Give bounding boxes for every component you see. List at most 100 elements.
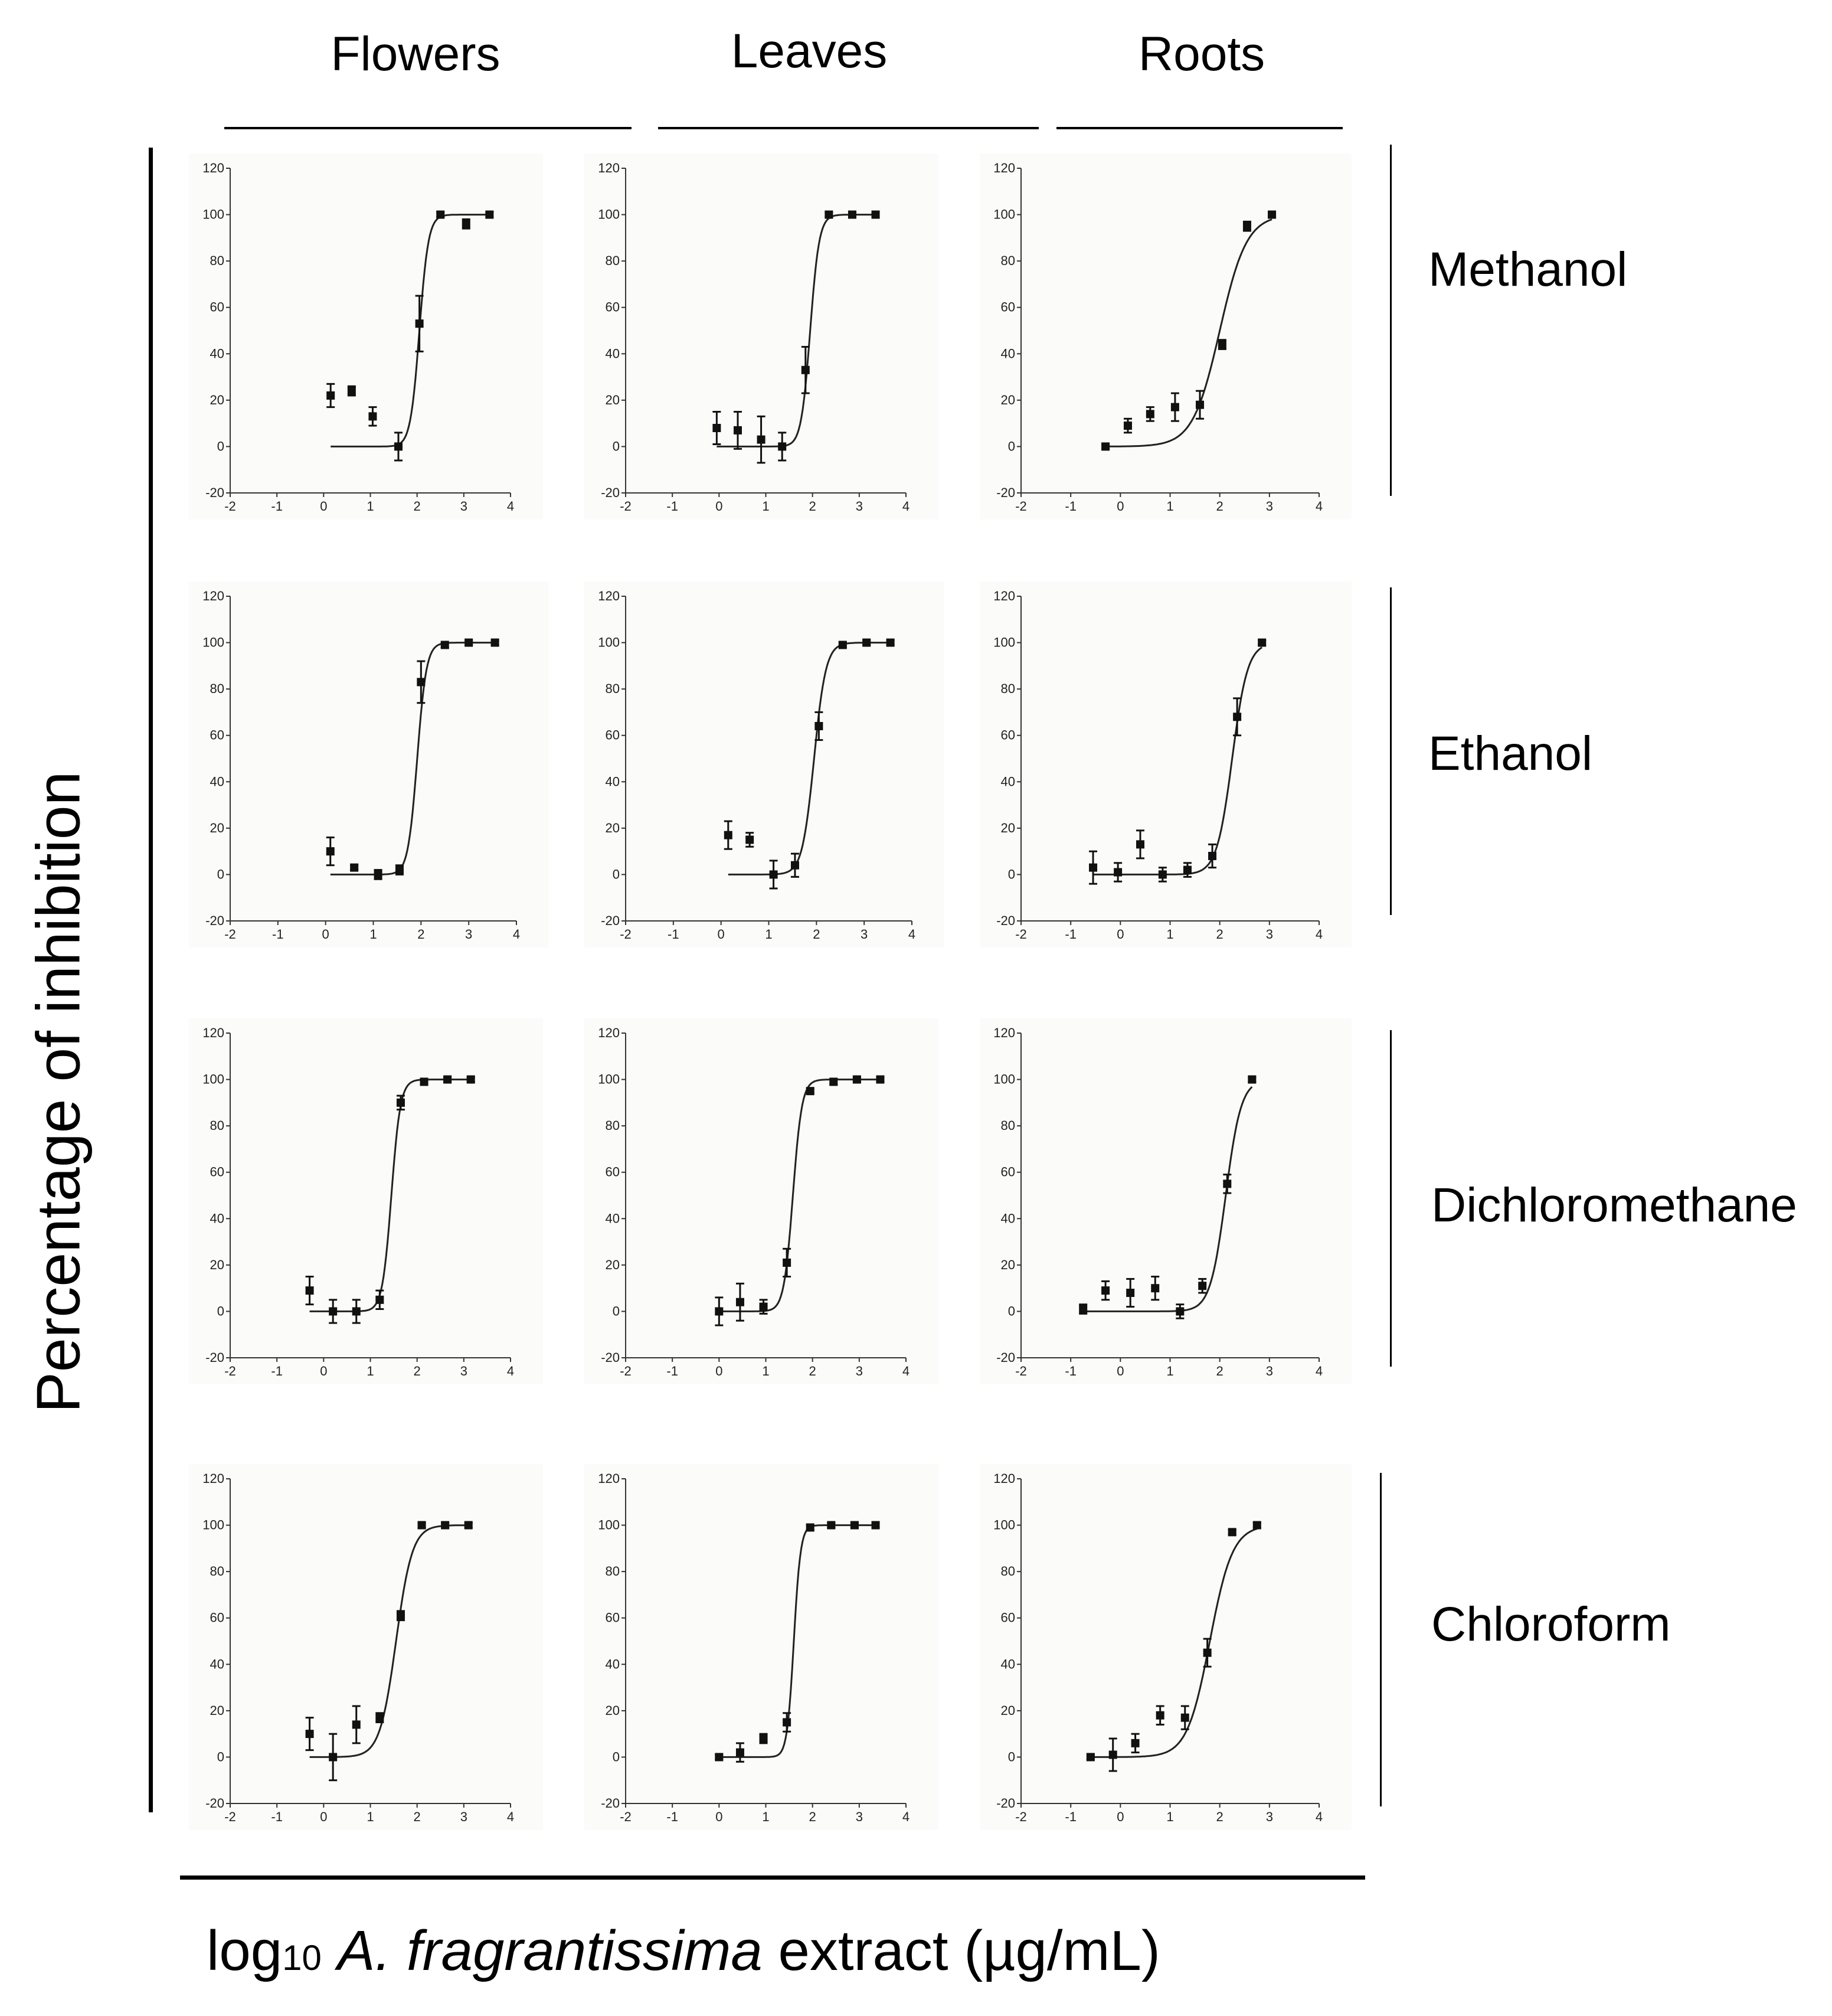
data-point [1258,638,1267,647]
fit-curve [309,1079,471,1312]
chart-panel-leaves-methanol: -20 0 20 40 60 80 100 120 -2 -1 0 1 2 3 4 [584,153,938,519]
x-tick-label: -1 [1065,1364,1077,1378]
x-tick-label: 4 [1316,499,1323,514]
y-tick-label: 100 [202,1072,224,1087]
data-point [1208,852,1217,860]
y-tick-label: 80 [606,1564,620,1579]
row-rule-methanol [1390,145,1392,496]
chart-panel-leaves-ethanol: -20 0 20 40 60 80 100 120 -2 -1 0 1 2 3 4 [584,581,944,947]
y-tick-label: 0 [217,439,224,453]
data-point [783,1718,791,1727]
x-tick-label: -2 [620,1364,632,1378]
x-tick-label: 4 [902,499,910,514]
data-point [806,1087,814,1096]
chart-panel-leaves-chloroform: -20 0 20 40 60 80 100 120 -2 -1 0 1 2 3 4 [584,1464,938,1830]
y-tick-label: 100 [993,1518,1015,1533]
data-point [1108,1750,1117,1759]
x-tick-label: -1 [1065,1809,1077,1824]
data-point [838,641,847,649]
data-point [757,435,765,444]
y-tick-label: 40 [606,346,620,361]
y-tick-label: 100 [993,1072,1015,1087]
y-tick-label: 40 [210,1656,224,1671]
data-point [1136,840,1144,849]
y-tick-label: 120 [598,1471,620,1486]
x-tick-label: 0 [715,1364,722,1378]
x-tick-label: 4 [1316,927,1323,942]
x-tick-label: -2 [224,499,236,514]
y-tick-label: 60 [1001,300,1015,315]
y-tick-label: 80 [606,1118,620,1133]
x-tick-label: -2 [1015,1809,1027,1824]
data-point [395,865,404,874]
x-tick-label: 4 [908,927,915,942]
y-tick-label: 80 [210,253,224,268]
x-tick-label: 3 [861,927,868,942]
data-point [876,1075,885,1084]
y-tick-label: 100 [202,635,224,650]
y-tick-label: 80 [1001,253,1015,268]
data-point [350,863,359,872]
y-tick-label: 100 [202,1518,224,1533]
y-tick-label: -20 [205,485,224,500]
y-axis-frame-line [149,148,153,1812]
data-point [305,1286,314,1295]
x-tick-label: 4 [1316,1364,1323,1378]
y-tick-label: 120 [598,1025,620,1040]
x-tick-label: 1 [367,499,374,514]
fit-curve [331,214,490,447]
x-tick-label: 2 [1216,927,1223,942]
data-point [806,1523,814,1532]
y-tick-label: 60 [210,728,224,743]
y-tick-label: 0 [613,1749,620,1764]
data-point [490,638,499,647]
data-point [715,1307,724,1316]
y-tick-label: -20 [996,485,1015,500]
y-tick-label: 40 [1001,1211,1015,1226]
data-point [347,387,356,396]
y-tick-label: 60 [1001,1165,1015,1179]
data-point [466,1075,475,1084]
y-tick-label: 100 [598,635,620,650]
x-tick-label: 0 [715,1809,722,1824]
data-point [368,412,377,421]
data-point [745,835,754,844]
chart-panel-flowers-dichloromethane: -20 0 20 40 60 80 100 120 -2 -1 0 1 2 3 4 [189,1018,543,1384]
data-point [850,1521,859,1530]
y-tick-label: 40 [210,1211,224,1226]
data-point [829,1077,838,1086]
x-tick-label: 3 [460,1364,467,1378]
y-tick-label: 20 [210,393,224,407]
x-tick-label: 3 [465,927,472,942]
x-tick-label: 3 [856,1809,863,1824]
y-tick-label: 60 [606,300,620,315]
x-axis-label-species: A. fragrantissima [337,1919,763,1982]
y-tick-label: 80 [210,1118,224,1133]
x-tick-label: 2 [809,1809,816,1824]
x-tick-label: 1 [765,927,772,942]
y-tick-label: 0 [613,439,620,453]
x-tick-label: 4 [507,1809,514,1824]
y-tick-label: 120 [202,589,224,603]
y-tick-label: 0 [613,1303,620,1318]
y-tick-label: 60 [606,1610,620,1625]
x-tick-label: 0 [322,927,329,942]
x-tick-label: -1 [666,499,678,514]
x-tick-label: 2 [414,1364,421,1378]
data-point [1228,1528,1236,1537]
data-point [724,831,732,839]
row-title-ethanol: Ethanol [1428,727,1593,780]
x-tick-label: 2 [1216,1809,1223,1824]
data-point [769,870,778,879]
x-tick-label: -2 [224,927,236,942]
x-tick-label: 4 [507,1364,514,1378]
data-point [352,1307,361,1316]
y-tick-label: 80 [210,1564,224,1579]
x-tick-label: -1 [271,1809,283,1824]
y-tick-label: 40 [606,1211,620,1226]
y-tick-label: 20 [210,821,224,835]
data-point [790,861,799,870]
y-tick-label: 20 [1001,1703,1015,1718]
column-rule-leaves [658,127,1039,129]
y-tick-label: 60 [1001,728,1015,743]
